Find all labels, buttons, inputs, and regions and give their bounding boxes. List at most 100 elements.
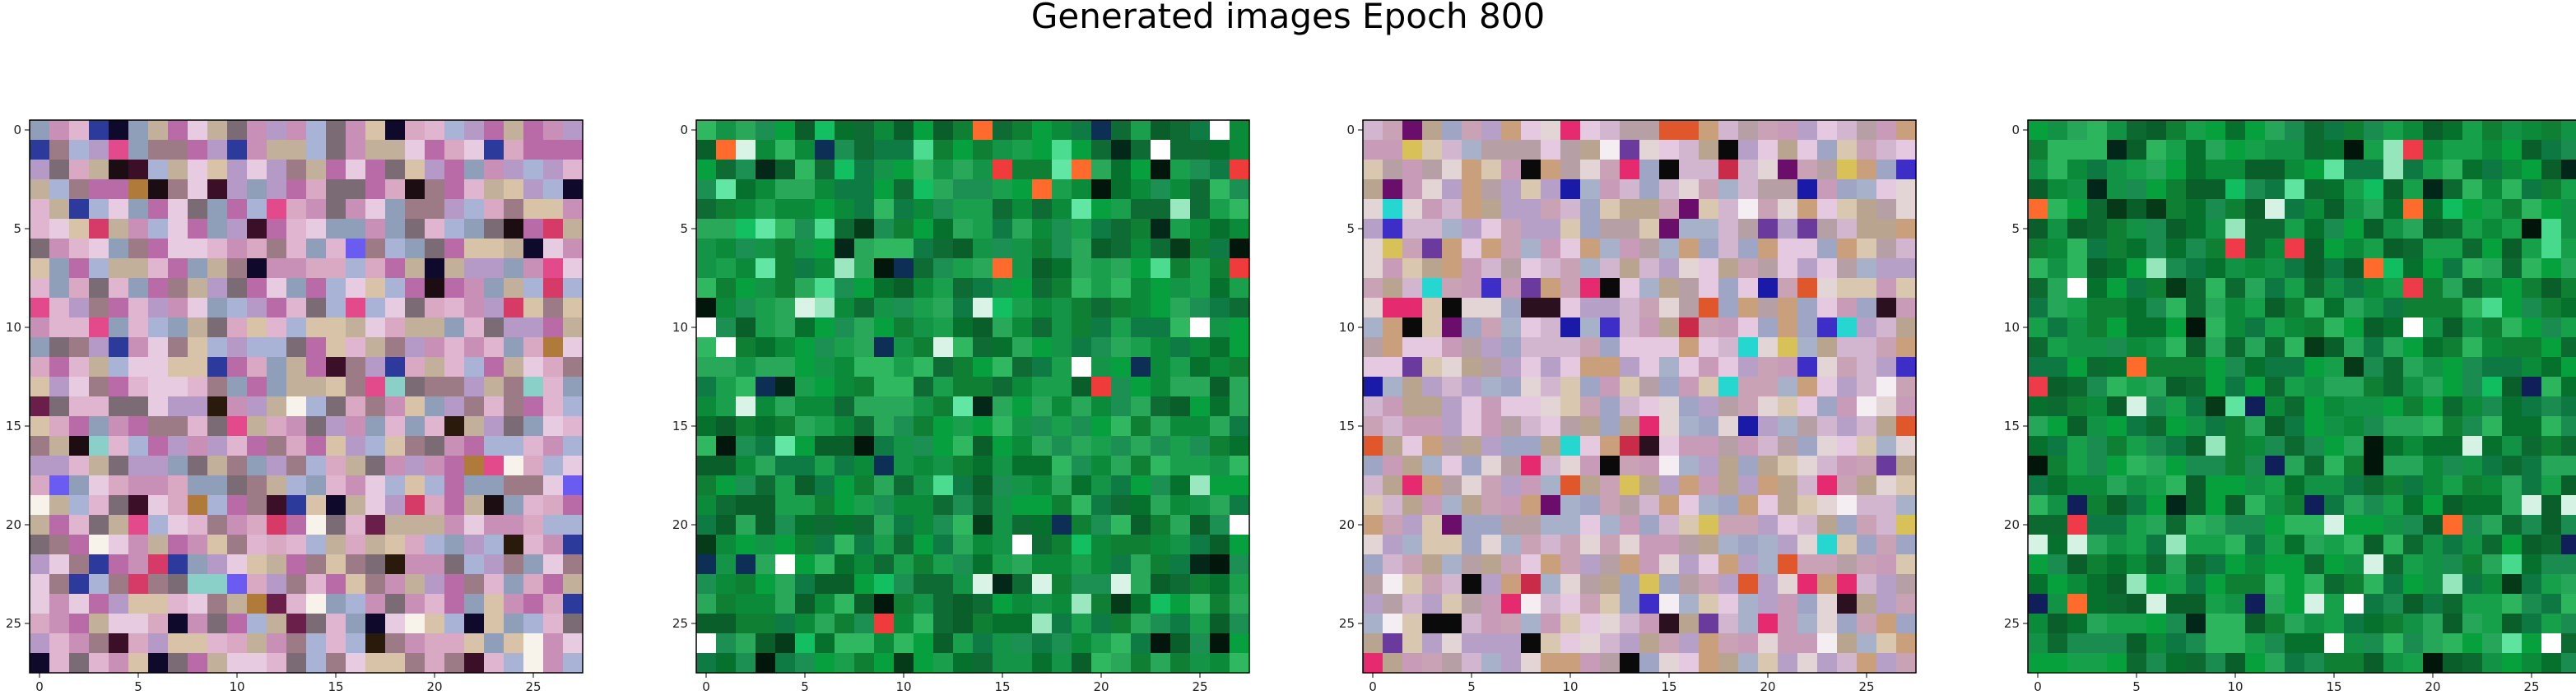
pixel — [1718, 337, 1739, 358]
pixel — [49, 140, 70, 160]
pixel — [168, 179, 188, 200]
pixel — [523, 357, 544, 378]
pixel — [2146, 199, 2167, 220]
pixel — [2265, 436, 2285, 456]
pixel — [2383, 179, 2404, 200]
x-tick-label: 10 — [2227, 679, 2243, 694]
pixel — [1210, 416, 1230, 437]
pixel — [736, 298, 756, 318]
pixel — [247, 653, 267, 674]
pixel — [207, 377, 228, 397]
pixel — [2265, 554, 2285, 575]
pixel — [1837, 160, 1858, 180]
pixel — [2245, 258, 2266, 279]
pixel — [2364, 179, 2384, 200]
pixel — [207, 160, 228, 180]
pixel — [1501, 377, 1522, 397]
pixel — [346, 357, 366, 378]
pixel — [795, 594, 816, 614]
pixel — [30, 337, 50, 358]
pixel — [1383, 140, 1403, 160]
pixel — [346, 120, 366, 141]
pixel — [1521, 554, 1541, 575]
pixel — [444, 436, 465, 456]
pixel — [1620, 594, 1640, 614]
pixel — [2028, 594, 2048, 614]
pixel — [1230, 179, 1250, 200]
pixel — [1012, 160, 1033, 180]
pixel — [2482, 554, 2503, 575]
pixel — [89, 258, 109, 279]
pixel — [815, 574, 835, 595]
pixel — [1422, 317, 1443, 338]
pixel — [2087, 614, 2108, 634]
pixel — [227, 120, 248, 141]
pixel — [1032, 298, 1053, 318]
pixel — [1876, 140, 1897, 160]
pixel — [894, 554, 914, 575]
pixel — [2462, 140, 2483, 160]
pixel — [1699, 436, 1719, 456]
pixel — [2146, 239, 2167, 259]
pixel — [286, 337, 307, 358]
pixel — [1151, 258, 1171, 279]
pixel — [2265, 653, 2285, 674]
pixel — [933, 554, 954, 575]
pixel — [2561, 160, 2576, 180]
pixel — [1738, 515, 1759, 535]
pixel — [1481, 298, 1502, 318]
pixel — [1620, 337, 1640, 358]
pixel — [835, 377, 855, 397]
pixel — [2344, 357, 2364, 378]
pixel — [2541, 574, 2562, 595]
pixel — [1857, 396, 1877, 417]
pixel — [1541, 515, 1561, 535]
pixel — [1012, 653, 1033, 674]
pixel — [69, 594, 90, 614]
pixel — [2383, 239, 2404, 259]
pixel — [1363, 140, 1383, 160]
pixel — [1230, 140, 1250, 160]
pixel — [30, 179, 50, 200]
pixel — [2087, 278, 2108, 299]
pixel — [2186, 258, 2206, 279]
pixel — [2067, 199, 2088, 220]
pixel — [795, 377, 816, 397]
pixel — [30, 199, 50, 220]
pixel — [2462, 337, 2483, 358]
pixel — [89, 574, 109, 595]
pixel — [696, 258, 717, 279]
pixel — [2146, 594, 2167, 614]
pixel — [874, 416, 895, 437]
pixel — [1541, 653, 1561, 674]
pixel — [1032, 653, 1053, 674]
pixel — [1170, 357, 1191, 378]
pixel — [2048, 140, 2068, 160]
pixel — [1501, 594, 1522, 614]
pixel — [267, 495, 287, 516]
pixel — [1131, 337, 1151, 358]
pixel — [2285, 653, 2305, 674]
pixel — [1778, 357, 1798, 378]
pixel — [464, 179, 485, 200]
pixel — [286, 357, 307, 378]
pixel — [1462, 554, 1482, 575]
pixel — [1462, 179, 1482, 200]
pixel — [973, 436, 993, 456]
pixel — [894, 535, 914, 555]
pixel — [1210, 456, 1230, 476]
pixel — [795, 179, 816, 200]
pixel — [1091, 199, 1112, 220]
pixel — [1758, 239, 1779, 259]
pixel — [835, 140, 855, 160]
pixel — [1560, 535, 1581, 555]
pixel — [425, 475, 445, 496]
pixel — [1072, 416, 1092, 437]
pixel — [2225, 357, 2246, 378]
pixel — [49, 317, 70, 338]
pixel — [1481, 179, 1502, 200]
pixel — [795, 140, 816, 160]
pixel — [1462, 317, 1482, 338]
pixel — [874, 278, 895, 299]
pixel — [227, 140, 248, 160]
